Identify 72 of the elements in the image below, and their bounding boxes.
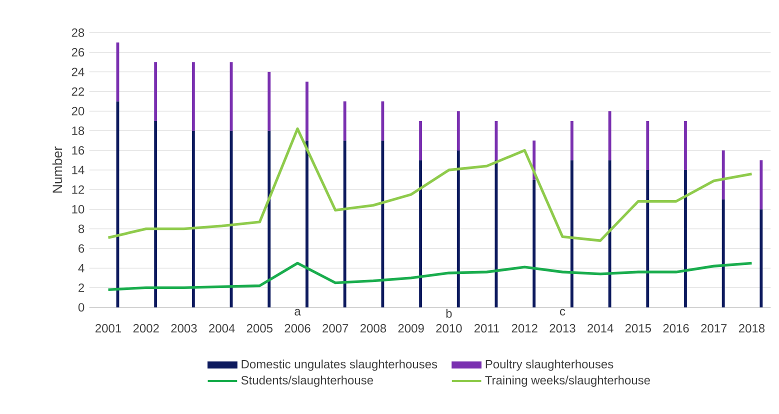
legend-label: Poultry slaughterhouses	[486, 360, 614, 371]
x-tick-label: 2002	[133, 324, 159, 333]
bar	[570, 120, 574, 160]
bar	[456, 150, 460, 308]
x-tick-label: 2009	[398, 324, 424, 333]
y-tick-label: 14	[72, 166, 84, 174]
x-tick-label: 2017	[701, 324, 727, 333]
y-tick-label: 2	[78, 284, 84, 292]
y-tick-label: 22	[72, 87, 84, 96]
bar	[343, 140, 346, 308]
bar	[646, 120, 650, 170]
x-tick-label: 2018	[738, 324, 765, 333]
bar	[343, 101, 346, 141]
y-tick-label: 16	[72, 146, 84, 155]
bar	[192, 62, 195, 131]
x-tick-label: 2013	[550, 324, 576, 333]
y-tick-label: 8	[78, 224, 84, 234]
bar	[268, 72, 271, 131]
y-tick-label: 0	[78, 303, 84, 312]
x-tick-label: 2015	[625, 324, 652, 333]
bar	[684, 120, 687, 170]
bar	[192, 130, 195, 308]
x-tick-label: 2010	[436, 324, 462, 333]
bar	[381, 101, 384, 141]
legend-label: Domestic ungulates slaughterhouses	[242, 360, 438, 371]
bar	[684, 170, 687, 308]
y-tick-label: 20	[72, 106, 84, 116]
y-tick-label: 6	[78, 244, 84, 253]
x-tick-label: 2012	[512, 324, 538, 333]
bar	[722, 150, 725, 200]
x-tick-label: 2005	[246, 324, 273, 333]
bar	[760, 209, 763, 308]
legend-label: Students/slaughterhouse	[241, 376, 374, 387]
legend-label: Training weeks/slaughterhouse	[485, 376, 650, 387]
x-tick-label: 2004	[209, 324, 235, 333]
text: c	[560, 308, 566, 316]
y-tick-label: 12	[72, 185, 84, 194]
y-axis-title: Number	[52, 146, 62, 193]
y-tick-label: 18	[72, 126, 84, 136]
bar	[646, 170, 650, 308]
y-tick-label: 4	[78, 264, 84, 272]
bar	[154, 120, 158, 308]
y-tick-label: 24	[72, 68, 84, 76]
bar	[419, 160, 422, 308]
x-tick-label: 2007	[322, 324, 348, 333]
bar	[532, 180, 536, 308]
bar	[306, 140, 308, 308]
bar	[722, 199, 725, 308]
x-tick-label: 2003	[171, 324, 197, 333]
x-tick-label: 2014	[588, 324, 614, 333]
x-tick-label: 2008	[360, 324, 386, 333]
y-tick-label: 10	[72, 204, 84, 214]
bar	[306, 82, 308, 141]
x-tick-label: 2006	[284, 324, 310, 333]
bar	[419, 120, 422, 160]
x-tick-label: 2016	[663, 324, 689, 333]
bar	[456, 111, 460, 150]
bar	[608, 111, 612, 160]
text: b	[446, 308, 452, 318]
bar	[381, 140, 384, 308]
bar	[154, 62, 158, 121]
bar	[268, 130, 271, 308]
line-series	[106, 127, 754, 242]
x-tick-label: 2001	[96, 324, 122, 333]
line-series	[106, 262, 754, 291]
text: a	[294, 308, 301, 316]
bar	[760, 160, 763, 210]
y-tick-label: 28	[72, 28, 84, 37]
bar	[608, 160, 612, 308]
x-tick-label: 2011	[474, 324, 500, 333]
bar	[570, 160, 574, 308]
y-tick-label: 26	[72, 48, 84, 57]
